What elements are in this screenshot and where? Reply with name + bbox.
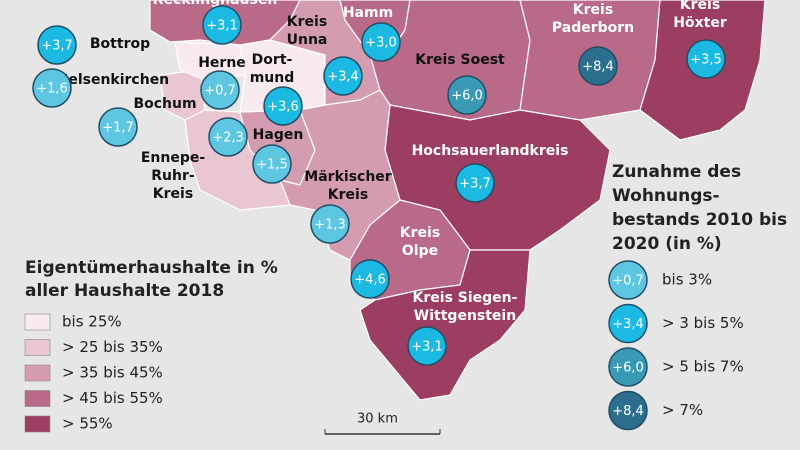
legend-label: > 45 bis 55%	[62, 389, 163, 407]
legend-title: aller Haushalte 2018	[25, 281, 224, 301]
change-value: +1,5	[256, 158, 288, 173]
region-label: Olpe	[402, 243, 438, 259]
change-value: +4,6	[354, 273, 386, 288]
legend-label: > 25 bis 35%	[62, 338, 163, 356]
change-value: +3,0	[365, 36, 397, 51]
legend-title: Eigentümerhaushalte in %	[25, 258, 278, 278]
region-label: Wittgenstein	[414, 308, 516, 324]
change-value: +3,7	[459, 177, 491, 192]
legend-swatch	[24, 364, 51, 382]
change-circle	[323, 56, 363, 96]
legend-label: > 55%	[62, 415, 113, 433]
region-label: Kreis	[400, 225, 440, 241]
change-value: +3,6	[267, 100, 299, 115]
region-label: Kreis	[287, 14, 327, 30]
legend-label: > 3 bis 5%	[662, 314, 744, 332]
change-value: +6,0	[451, 89, 483, 104]
legend-label: > 5 bis 7%	[662, 358, 744, 376]
legend-sample: +6,0	[612, 361, 644, 376]
change-circle	[32, 68, 72, 108]
change-circle	[686, 39, 726, 79]
change-circle	[263, 86, 303, 126]
region-label: Märkischer	[304, 169, 391, 185]
region-label: Ruhr-	[151, 168, 195, 184]
legend-circle	[608, 260, 648, 300]
change-circle	[350, 259, 390, 299]
change-value: +0,7	[204, 84, 236, 99]
region-label: Herne	[198, 55, 246, 71]
change-circle	[310, 204, 350, 244]
legend-sample: +3,4	[612, 317, 644, 332]
change-circle	[208, 117, 248, 157]
change-circle	[200, 70, 240, 110]
legend-label: > 35 bis 45%	[62, 364, 163, 382]
change-value: +3,5	[690, 53, 722, 68]
change-value: +3,7	[41, 39, 73, 54]
region-label: mund	[250, 70, 295, 86]
change-circle	[98, 107, 138, 147]
region-label: Kreis Soest	[415, 52, 505, 68]
region-label: Kreis	[328, 187, 368, 203]
region-label: Gelsenkirchen	[57, 72, 169, 88]
region-label: Paderborn	[552, 20, 634, 36]
change-value: +1,7	[102, 121, 134, 136]
region-label: Hochsauerlandkreis	[412, 143, 569, 159]
legend-label: bis 3%	[662, 271, 712, 289]
legend-label: bis 25%	[62, 313, 122, 331]
change-value: +1,3	[314, 218, 346, 233]
change-value: +2,3	[212, 131, 244, 146]
legend-title: bestands 2010 bis	[612, 210, 787, 230]
change-circle	[455, 163, 495, 203]
change-circle	[361, 22, 401, 62]
region-label: Hagen	[253, 127, 304, 143]
legend-circle	[608, 347, 648, 387]
region-label: Dort-	[252, 52, 293, 68]
legend-swatch	[24, 339, 51, 356]
change-circle	[252, 144, 292, 184]
region-label: Recklinghausen	[153, 0, 278, 8]
region-area	[359, 249, 531, 401]
legend-swatch	[24, 415, 51, 433]
change-circle	[37, 25, 77, 65]
region-label: Ennepe-	[141, 150, 206, 166]
change-value: +3,4	[327, 70, 359, 85]
legend-sample: +0,7	[612, 274, 644, 289]
region-label: Höxter	[673, 15, 727, 31]
legend-label: > 7%	[662, 401, 703, 419]
legend-sample: +8,4	[612, 404, 644, 419]
change-value: +3,1	[411, 340, 443, 355]
scale-label: 30 km	[357, 412, 398, 427]
change-value: +1,6	[36, 82, 68, 97]
change-circle	[202, 5, 242, 45]
legend-circle	[608, 303, 648, 344]
change-circle	[407, 326, 447, 366]
legend-swatch	[24, 313, 51, 331]
change-value: +8,4	[582, 60, 614, 75]
legend-circle	[608, 390, 648, 431]
change-circle	[447, 75, 487, 115]
legend-title: Zunahme des	[612, 162, 741, 182]
region-label: Bochum	[133, 96, 196, 112]
region-label: Hamm	[343, 5, 393, 21]
legend-title: 2020 (in %)	[612, 234, 722, 254]
legend-title: Wohnungs-	[612, 186, 720, 206]
legend-swatch	[24, 390, 51, 407]
region-label: Kreis Siegen-	[413, 290, 518, 306]
region-label: Kreis	[153, 186, 193, 202]
change-circle	[578, 46, 618, 86]
region-label: Kreis	[573, 2, 613, 18]
change-value: +3,1	[206, 19, 238, 34]
region-label: Kreis	[680, 0, 720, 13]
region-label: Unna	[287, 32, 328, 48]
region-label: Bottrop	[90, 36, 150, 52]
